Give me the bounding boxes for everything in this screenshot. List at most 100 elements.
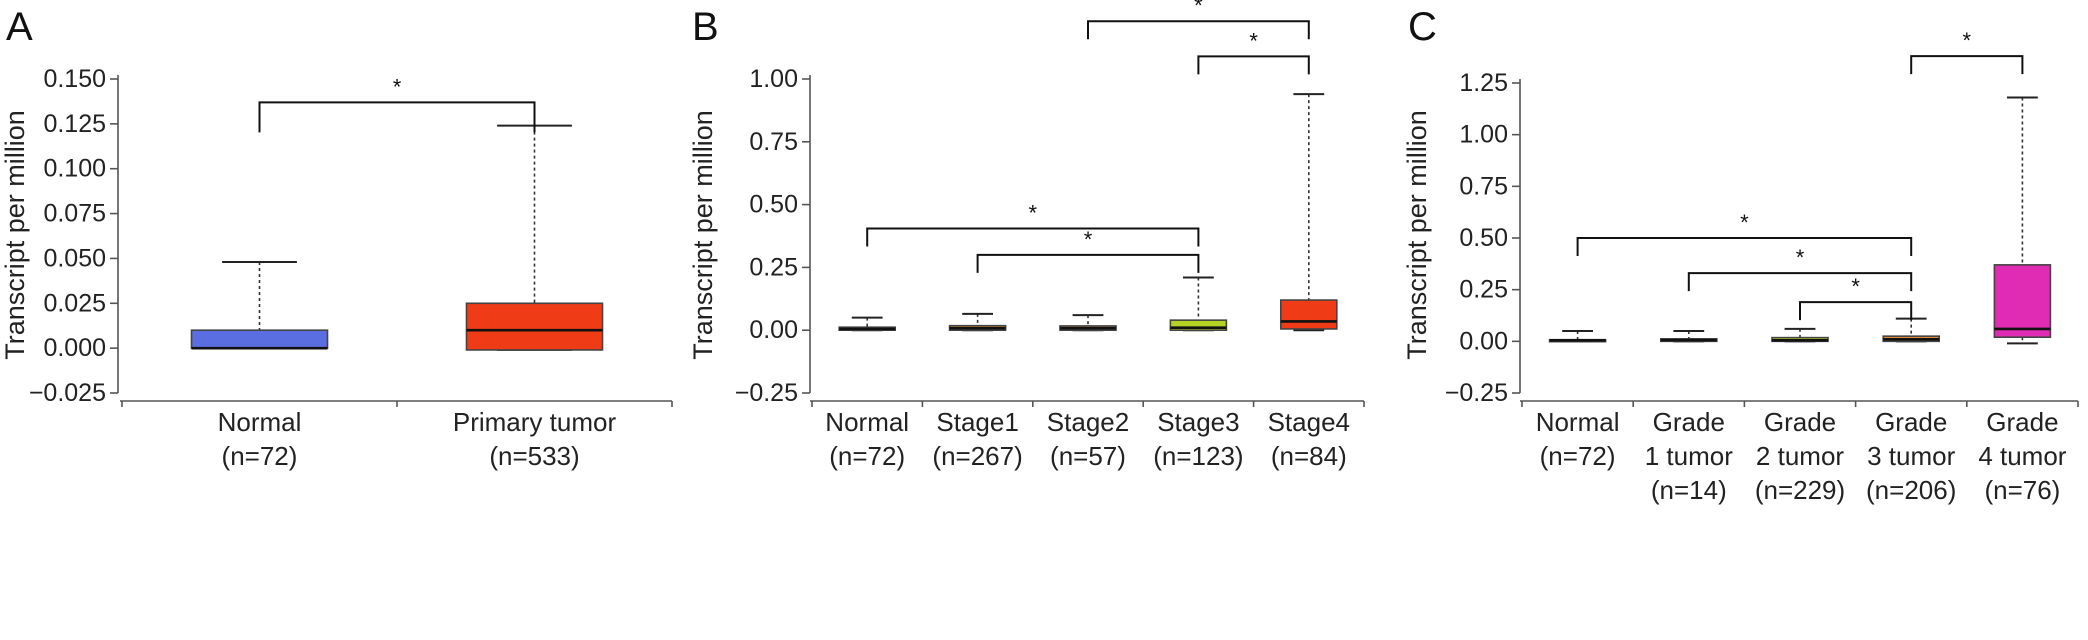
significance-bracket-0: *	[258, 74, 536, 133]
x-category-label: Stage2	[1047, 407, 1129, 437]
box-3	[1169, 276, 1228, 332]
iqr-box	[1993, 264, 2052, 339]
x-category-label: (n=267)	[932, 441, 1022, 471]
box-0	[190, 261, 329, 350]
panel-a: A Transcript per million 0.150 0.125 0.100…	[0, 5, 673, 471]
box-4	[1993, 96, 2052, 345]
y-tick-label: 0.00	[749, 316, 798, 344]
y-tick-label: 0.25	[749, 253, 798, 281]
significance-bracket-1: *	[1576, 210, 1913, 256]
x-category-label: (n=123)	[1153, 441, 1243, 471]
bracket-line	[1087, 20, 1310, 40]
iqr-box	[465, 302, 604, 351]
panel-b-letter: B	[692, 5, 719, 49]
significance-star: *	[1249, 28, 1258, 53]
x-category-label: (n=533)	[489, 441, 579, 471]
x-category-label: (n=14)	[1651, 475, 1727, 505]
significance-star: *	[1084, 227, 1093, 252]
box-3	[1882, 317, 1940, 343]
panel-a-letter: A	[6, 5, 33, 49]
significance-bracket-0: *	[1087, 0, 1310, 40]
y-tick-label: −0.025	[29, 379, 106, 407]
bracket-line	[866, 227, 1200, 247]
x-category-label: (n=57)	[1050, 441, 1126, 471]
y-tick-label: 0.50	[749, 191, 798, 219]
y-tick-label: 0.25	[1459, 276, 1508, 304]
y-tick-label: 0.75	[749, 128, 798, 156]
box-1	[1660, 330, 1718, 343]
significance-star: *	[1029, 200, 1038, 225]
x-category-label: Grade	[1764, 407, 1836, 437]
x-category-label: (n=206)	[1866, 475, 1956, 505]
y-tick-label: 0.150	[43, 65, 106, 93]
y-tick-label: −0.25	[1445, 379, 1508, 407]
x-category-label: Normal	[825, 407, 909, 437]
bracket-line	[1576, 237, 1913, 256]
bracket-line	[976, 253, 1200, 273]
x-category-label: (n=84)	[1271, 441, 1347, 471]
significance-star: *	[1796, 245, 1805, 270]
panel-c-y-axis-label: Transcript per million	[1402, 110, 1432, 360]
x-category-label: Stage1	[936, 407, 1018, 437]
significance-star: *	[1851, 274, 1860, 299]
iqr-box	[1169, 319, 1228, 332]
box-1	[948, 312, 1007, 332]
panel-c-plot-area: Normal (n=72) Grade 1 tumor (n=14) Grade 2 tum…	[1519, 28, 2079, 505]
significance-bracket-2: *	[1687, 245, 1913, 292]
x-category-label: (n=72)	[829, 441, 905, 471]
box-2	[1059, 314, 1117, 332]
y-tick-label: 0.075	[43, 200, 106, 228]
significance-star: *	[393, 74, 402, 99]
x-category-label: Normal	[218, 407, 302, 437]
y-tick-label: 0.125	[43, 110, 106, 138]
x-category-label: (n=72)	[222, 441, 298, 471]
box-0	[1548, 330, 1607, 343]
significance-bracket-2: *	[866, 200, 1200, 247]
panel-a-plot-area: Normal (n=72) Primary tumor (n=533) *	[117, 74, 673, 471]
panel-a-y-ticks: 0.150 0.125 0.100 0.075 0.050 0.025 0.000 −0.02…	[29, 65, 118, 407]
y-tick-label: 1.00	[749, 65, 798, 93]
y-tick-label: 0.00	[1459, 327, 1508, 355]
x-category-label: Stage3	[1157, 407, 1239, 437]
significance-star: *	[1194, 0, 1203, 18]
x-category-label: 3 tumor	[1867, 441, 1955, 471]
panel-c-y-ticks: 1.25 1.00 0.75 0.50 0.25 0.00 −0.25	[1445, 69, 1520, 407]
y-tick-label: 0.050	[43, 244, 106, 272]
significance-star: *	[1963, 28, 1972, 53]
bracket-line	[1910, 55, 2024, 75]
y-tick-label: −0.25	[735, 379, 798, 407]
x-category-label: Grade	[1875, 407, 1947, 437]
y-tick-label: 0.75	[1459, 172, 1508, 200]
y-tick-label: 0.000	[43, 334, 106, 362]
x-category-label: (n=72)	[1540, 441, 1616, 471]
x-category-label: (n=229)	[1755, 475, 1845, 505]
box-0	[838, 316, 897, 332]
iqr-box	[1280, 299, 1338, 330]
x-category-label: 4 tumor	[1978, 441, 2066, 471]
x-category-label: Primary tumor	[453, 407, 617, 437]
y-tick-label: 0.025	[43, 289, 106, 317]
panel-c: C Transcript per million 1.25 1.00 0.75 0.5…	[1402, 5, 2079, 505]
x-category-label: Normal	[1536, 407, 1620, 437]
panel-a-y-axis-label: Transcript per million	[0, 110, 30, 360]
bracket-line	[1799, 301, 1913, 321]
y-tick-label: 1.00	[1459, 121, 1508, 149]
x-category-label: Grade	[1986, 407, 2058, 437]
significance-bracket-3: *	[976, 227, 1200, 273]
panel-c-letter: C	[1408, 5, 1437, 49]
panel-b: B Transcript per million 1.00 0.75 0.50 0.2…	[688, 0, 1365, 471]
y-tick-label: 0.50	[1459, 224, 1508, 252]
box-4	[1280, 93, 1338, 332]
panel-b-plot-area: Normal (n=72) Stage1 (n=267) Stage2 (n=57) Sta…	[809, 0, 1365, 471]
y-tick-label: 0.100	[43, 155, 106, 183]
y-tick-label: 1.25	[1459, 69, 1508, 97]
panel-b-y-axis-label: Transcript per million	[688, 110, 718, 360]
bracket-line	[258, 101, 536, 133]
x-category-label: Stage4	[1268, 407, 1350, 437]
panel-b-y-ticks: 1.00 0.75 0.50 0.25 0.00 −0.25	[735, 65, 810, 407]
bracket-line	[1197, 55, 1310, 75]
box-2	[1771, 327, 1829, 343]
box-1	[465, 124, 604, 351]
x-category-label: 2 tumor	[1756, 441, 1844, 471]
